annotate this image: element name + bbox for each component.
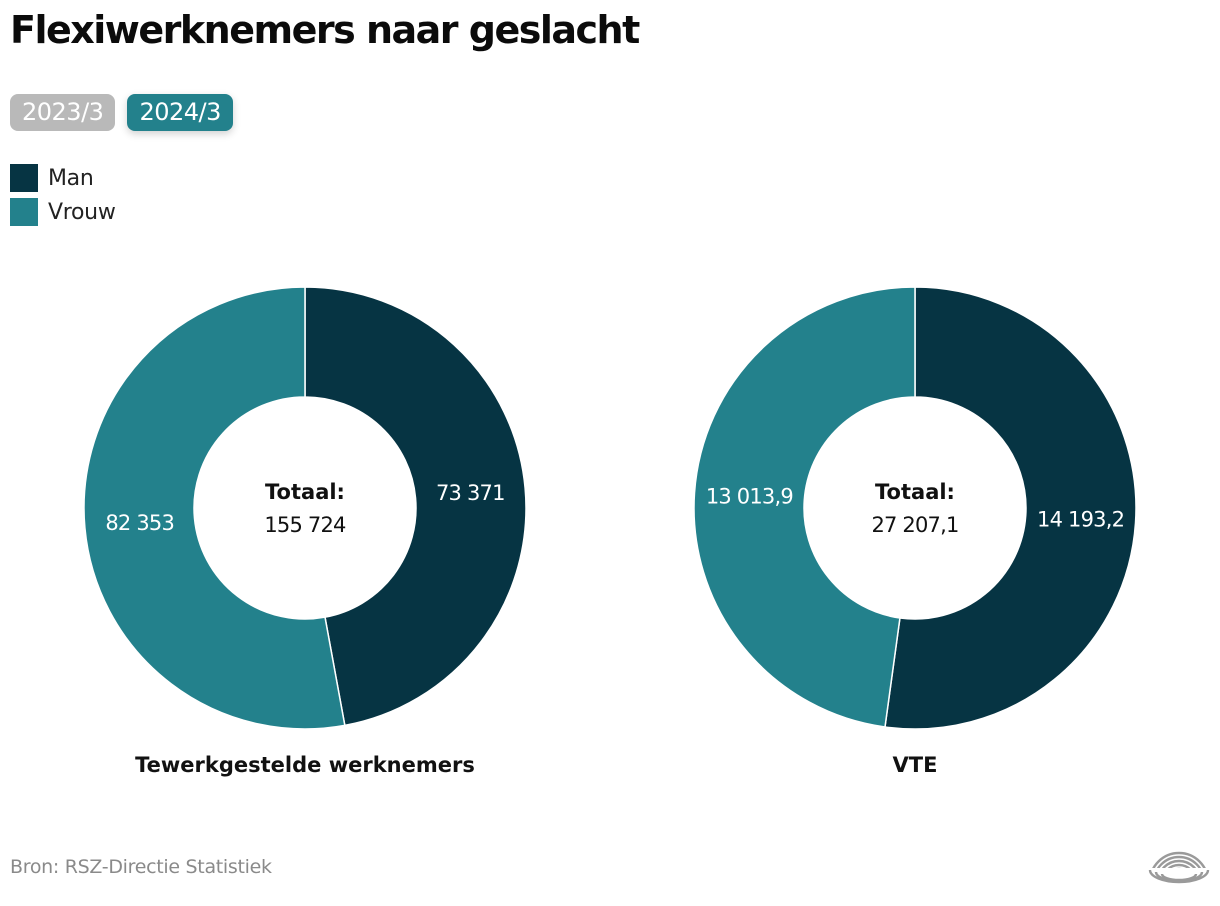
center-total-value-chart-2: 27 207,1 xyxy=(871,513,958,537)
legend-item-vrouw: Vrouw xyxy=(10,198,116,226)
slice-vrouw-chart-1[interactable] xyxy=(83,286,346,730)
slice-label-man-chart-1: 73 371 xyxy=(436,481,505,505)
chart-title-2: VTE xyxy=(893,753,938,777)
page-title: Flexiwerknemers naar geslacht xyxy=(10,8,640,52)
slice-label-vrouw-chart-1: 82 353 xyxy=(105,511,174,535)
slice-man-chart-2[interactable] xyxy=(884,286,1137,730)
rsz-arcs-logo-icon xyxy=(1144,838,1214,894)
tab-2024-3[interactable]: 2024/3 xyxy=(127,94,233,131)
slice-man-chart-1[interactable] xyxy=(304,286,527,727)
center-total-label-chart-2: Totaal: xyxy=(875,480,955,504)
legend: Man Vrouw xyxy=(10,164,116,232)
center-total-value-chart-1: 155 724 xyxy=(264,513,346,537)
legend-label-vrouw: Vrouw xyxy=(48,199,116,225)
legend-item-man: Man xyxy=(10,164,116,192)
slice-label-vrouw-chart-2: 13 013,9 xyxy=(706,485,793,509)
donut-chart-2: 14 193,2 13 013,9 Totaal: 27 207,1 VTE xyxy=(693,286,1137,777)
legend-label-man: Man xyxy=(48,165,94,191)
legend-swatch-vrouw xyxy=(10,198,38,226)
period-tabs: 2023/3 2024/3 xyxy=(10,94,233,131)
chart-title-1: Tewerkgestelde werknemers xyxy=(135,753,475,777)
legend-swatch-man xyxy=(10,164,38,192)
slice-vrouw-chart-2[interactable] xyxy=(693,286,916,728)
slice-label-man-chart-2: 14 193,2 xyxy=(1037,507,1124,531)
center-total-label-chart-1: Totaal: xyxy=(265,480,345,504)
tab-2023-3[interactable]: 2023/3 xyxy=(10,94,116,131)
donut-chart-1: 73 371 82 353 Totaal: 155 724 Tewerkgestelde… xyxy=(83,286,527,777)
source-note: Bron: RSZ-Directie Statistiek xyxy=(10,856,272,878)
